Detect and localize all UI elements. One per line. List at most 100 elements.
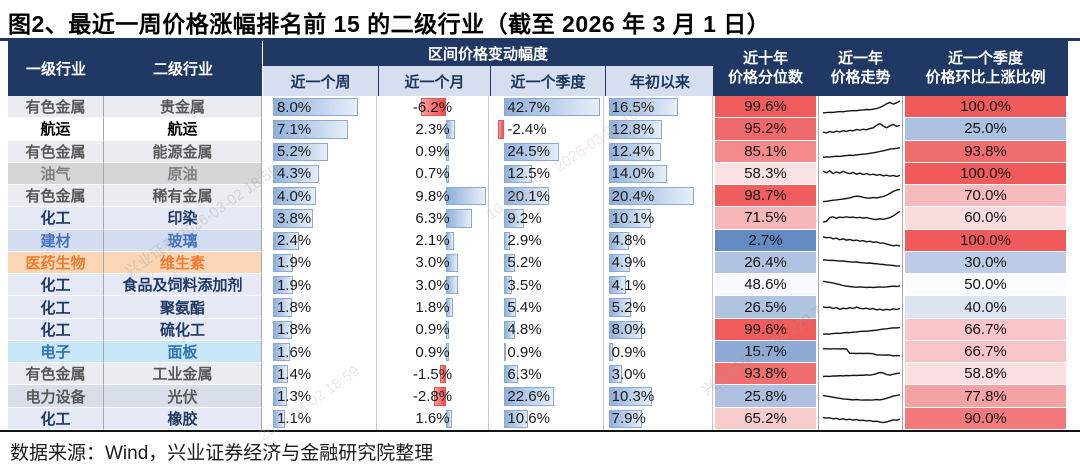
primary-industry-cell: 化工 — [8, 274, 104, 297]
value-text: 1.8% — [276, 321, 312, 339]
ytd-change-cell: 20.4% — [604, 185, 713, 208]
week-change-cell: 1.6% — [262, 340, 377, 364]
value-text: -2.8% — [412, 388, 453, 406]
value-text: 4.8% — [507, 321, 542, 339]
table-row: 化工 聚氨酯 1.8% 1.8% 5.4% 5.2% 26.5% 40.0% — [8, 296, 1068, 319]
value-text: 20.1% — [507, 187, 550, 205]
value-text: 2.4% — [276, 232, 312, 250]
value-text: 3.5% — [507, 276, 542, 294]
value-text: 6.3% — [415, 209, 450, 227]
value-text: 5.2% — [276, 143, 312, 161]
header-ratio-line2: 价格环比上涨比例 — [925, 68, 1046, 86]
positive-data-bar — [445, 187, 486, 206]
positive-data-bar — [273, 164, 319, 184]
header-last-week: 近一个周 — [263, 66, 378, 96]
value-text: 9.8% — [415, 187, 450, 205]
price-trend-sparkline — [823, 348, 901, 357]
positive-data-bar — [445, 231, 455, 250]
figure-title: 图2、最近一周价格涨幅排名前 15 的二级行业（截至 2026 年 3 月 1 … — [8, 11, 771, 37]
positive-data-bar — [273, 253, 294, 273]
quarter-up-ratio-cell: 100.0% — [903, 229, 1068, 252]
positive-data-bar — [445, 320, 450, 339]
quarter-up-ratio-cell: 66.7% — [903, 340, 1068, 364]
value-text: 16.5% — [611, 98, 655, 116]
sparkline-cell — [818, 274, 903, 297]
secondary-industry-cell: 工业金属 — [104, 363, 262, 386]
value-text: 1.6% — [276, 343, 312, 361]
month-change-cell: 3.0% — [377, 251, 489, 275]
positive-data-bar — [609, 164, 668, 184]
value-text: 0.9% — [507, 343, 542, 361]
ytd-change-cell: 4.1% — [604, 274, 713, 297]
quarter-change-cell: 42.7% — [489, 96, 604, 119]
header-ratio-line1: 近一个季度 — [947, 49, 1023, 67]
price-trend-sparkline — [822, 146, 901, 158]
value-text: 10.3% — [611, 388, 655, 406]
price-trend-sparkline — [822, 393, 901, 401]
value-text: 5.4% — [507, 299, 542, 317]
ten-year-decile-cell: 93.8% — [713, 363, 818, 386]
secondary-industry-cell: 维生素 — [104, 251, 262, 275]
secondary-industry-cell: 食品及饲料添加剂 — [104, 274, 262, 297]
positive-data-bar — [609, 120, 663, 139]
header-last-month: 近一个月 — [378, 66, 490, 96]
value-text: 12.5% — [507, 165, 550, 183]
primary-industry-cell: 建材 — [8, 229, 104, 252]
week-change-cell: 3.8% — [262, 207, 377, 230]
positive-data-bar — [445, 164, 449, 184]
value-text: 3.0% — [415, 254, 450, 272]
ytd-change-cell: 14.0% — [604, 162, 713, 186]
positive-data-bar — [445, 120, 456, 139]
value-text: 22.6% — [507, 388, 550, 406]
header-trend-line2: 价格走势 — [830, 68, 891, 86]
positive-data-bar — [273, 365, 289, 384]
negative-data-bar — [439, 365, 446, 384]
ytd-change-cell: 7.9% — [604, 407, 713, 430]
ytd-change-cell: 4.9% — [604, 251, 713, 275]
positive-data-bar — [503, 409, 528, 428]
price-trend-sparkline — [822, 100, 901, 114]
positive-data-bar — [609, 320, 643, 339]
secondary-industry-cell: 光伏 — [104, 385, 262, 408]
negative-data-bar — [434, 387, 446, 406]
quarter-change-cell: 9.2% — [489, 207, 604, 230]
sparkline-cell — [818, 207, 903, 230]
sparkline-cell — [818, 340, 903, 364]
quarter-change-cell: 0.9% — [489, 340, 604, 364]
positive-data-bar — [445, 142, 450, 161]
positive-data-bar — [503, 253, 516, 273]
month-change-cell: 0.9% — [377, 140, 489, 163]
header-price-change-group: 区间价格变动幅度 近一个周 近一个月 近一个季度 年初以来 — [262, 41, 714, 96]
sparkline-cell — [818, 96, 903, 119]
secondary-industry-cell: 航运 — [104, 118, 262, 141]
value-text: 3.0% — [611, 365, 646, 383]
price-trend-sparkline — [822, 372, 901, 378]
primary-industry-cell: 医药生物 — [8, 251, 104, 275]
positive-data-bar — [609, 409, 642, 428]
table-row: 有色金属 能源金属 5.2% 0.9% 24.5% 12.4% 85.1% 93.8% — [8, 140, 1068, 163]
table-row: 化工 橡胶 1.1% 1.6% 10.6% 7.9% 65.2% 90.0% — [8, 407, 1068, 430]
primary-industry-cell: 有色金属 — [8, 96, 104, 119]
ytd-change-cell: 4.8% — [604, 229, 713, 252]
positive-data-bar — [503, 387, 555, 406]
primary-industry-cell: 有色金属 — [8, 363, 104, 386]
positive-data-bar — [273, 320, 293, 339]
month-change-cell: 0.9% — [377, 318, 489, 341]
value-text: 10.6% — [507, 410, 550, 428]
quarter-change-cell: 6.3% — [489, 363, 604, 386]
quarter-change-cell: 3.5% — [489, 274, 604, 297]
week-change-cell: 1.3% — [262, 385, 377, 408]
value-text: -2.4% — [507, 120, 547, 138]
month-change-cell: 1.6% — [377, 407, 489, 430]
quarter-change-cell: 12.5% — [489, 162, 604, 186]
negative-data-bar — [498, 120, 504, 139]
value-text: 0.9% — [611, 343, 646, 361]
table-row: 航运 航运 7.1% 2.3% -2.4% 12.8% 95.2% 25.0% — [8, 118, 1068, 141]
sparkline-cell — [818, 385, 903, 408]
header-decile-line1: 近十年 — [742, 49, 788, 67]
positive-data-bar — [273, 142, 329, 161]
positive-data-bar — [273, 276, 294, 295]
positive-data-bar — [609, 187, 694, 206]
value-text: 7.9% — [611, 410, 646, 428]
